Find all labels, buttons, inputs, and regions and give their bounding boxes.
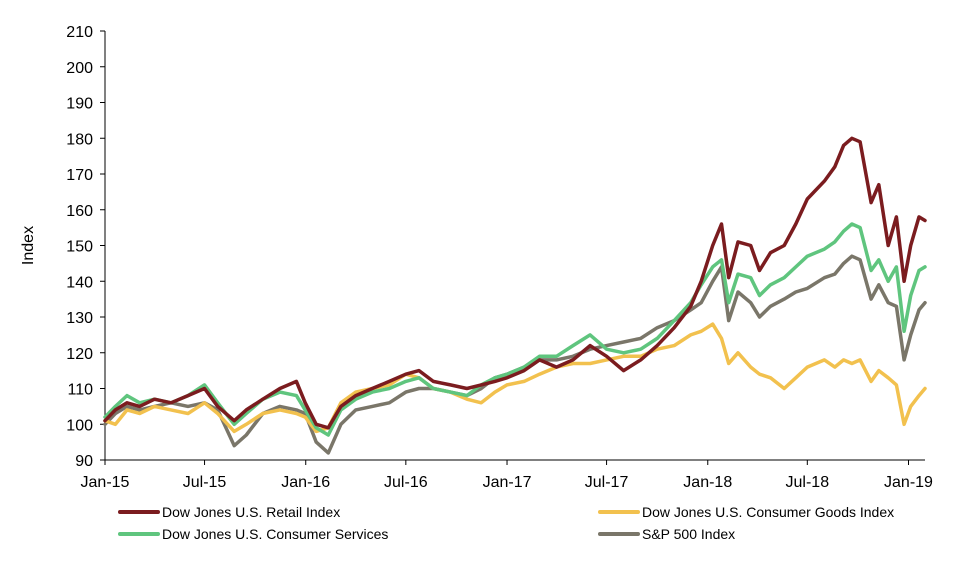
legend-label: Dow Jones U.S. Consumer Goods Index	[642, 504, 894, 520]
y-tick-label: 110	[67, 382, 93, 399]
legend-label: Dow Jones U.S. Consumer Services	[162, 526, 388, 542]
y-tick-label: 140	[66, 274, 93, 291]
y-axis-label: Index	[20, 226, 37, 265]
series-lines	[103, 136, 927, 455]
series-line-2	[103, 222, 927, 437]
y-tick-label: 90	[75, 453, 93, 470]
y-tick-label: 120	[66, 346, 93, 363]
x-tick-label: Jan-19	[884, 474, 933, 491]
x-tick-label: Jul-18	[786, 474, 830, 491]
y-tick-label: 200	[66, 60, 93, 77]
series-line-3	[103, 254, 927, 455]
y-tick-label: 100	[66, 417, 93, 434]
x-tick-label: Jul-17	[585, 474, 629, 491]
x-tick-label: Jul-15	[183, 474, 227, 491]
legend-label: S&P 500 Index	[642, 526, 735, 542]
series-line-0	[103, 136, 927, 430]
axes	[104, 31, 925, 461]
y-tick-label: 180	[66, 131, 93, 148]
y-tick-label: 160	[66, 203, 93, 220]
x-tick-label: Jul-16	[384, 474, 428, 491]
x-tick-label: Jan-16	[281, 474, 330, 491]
x-tick-label: Jan-15	[81, 474, 130, 491]
legend: Dow Jones U.S. Retail Index Dow Jones U.S…	[118, 504, 894, 542]
y-tick-label: 170	[66, 167, 93, 184]
y-tick-label: 190	[66, 96, 93, 113]
y-tick-label: 210	[66, 24, 93, 41]
x-tick-label: Jan-18	[683, 474, 732, 491]
y-tick-label: 150	[66, 239, 93, 256]
x-axis-ticks: Jan-15 Jul-15 Jan-16 Jul-16 Jan-17 Jul-17 Jan-…	[81, 460, 933, 491]
y-axis-ticks: 90 100 110 120 130 140 150 160 170 180 190 200 210	[66, 24, 105, 470]
legend-label: Dow Jones U.S. Retail Index	[162, 504, 340, 520]
x-tick-label: Jan-17	[483, 474, 532, 491]
y-tick-label: 130	[66, 310, 93, 327]
